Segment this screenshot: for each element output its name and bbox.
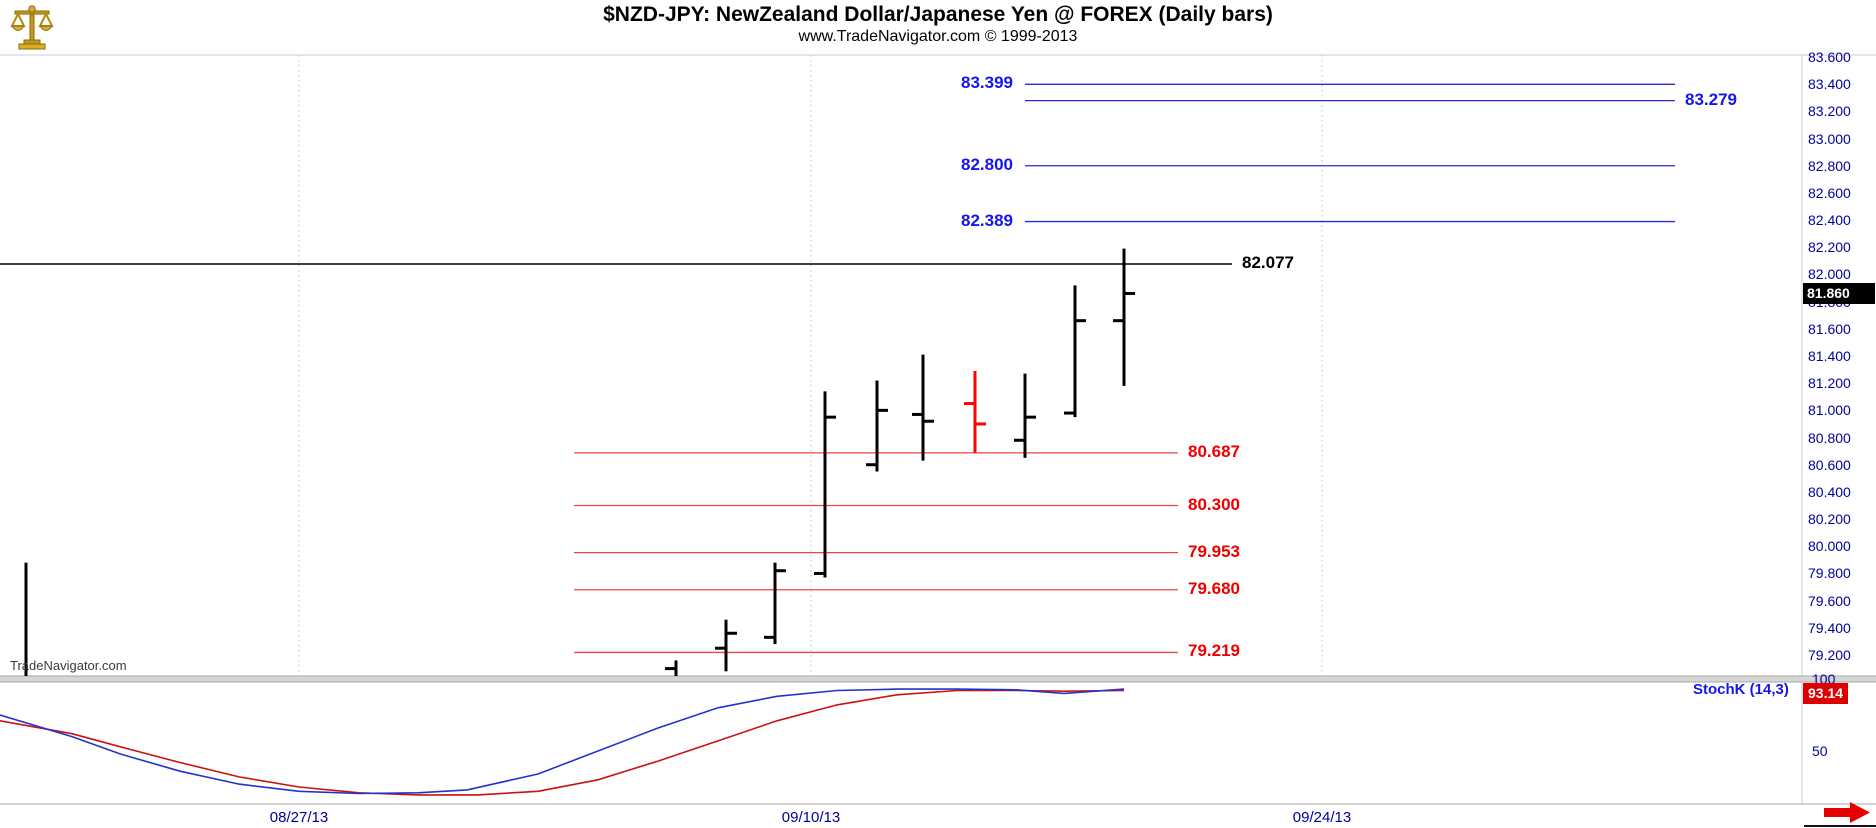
scroll-right-arrow[interactable] [1824, 802, 1870, 823]
watermark: TradeNavigator.com [10, 658, 127, 673]
chart-subtitle: www.TradeNavigator.com © 1999-2013 [798, 28, 1078, 45]
stoch-k-line [0, 688, 1125, 795]
tradenavigator-logo [8, 2, 56, 57]
chart-title: $NZD-JPY: NewZealand Dollar/Japanese Yen… [603, 3, 1273, 26]
panel-separator [0, 676, 1876, 682]
stoch-d-line [0, 689, 1125, 796]
stoch-indicator-label: StochK (14,3) [1693, 681, 1789, 698]
scales-icon [10, 5, 54, 50]
